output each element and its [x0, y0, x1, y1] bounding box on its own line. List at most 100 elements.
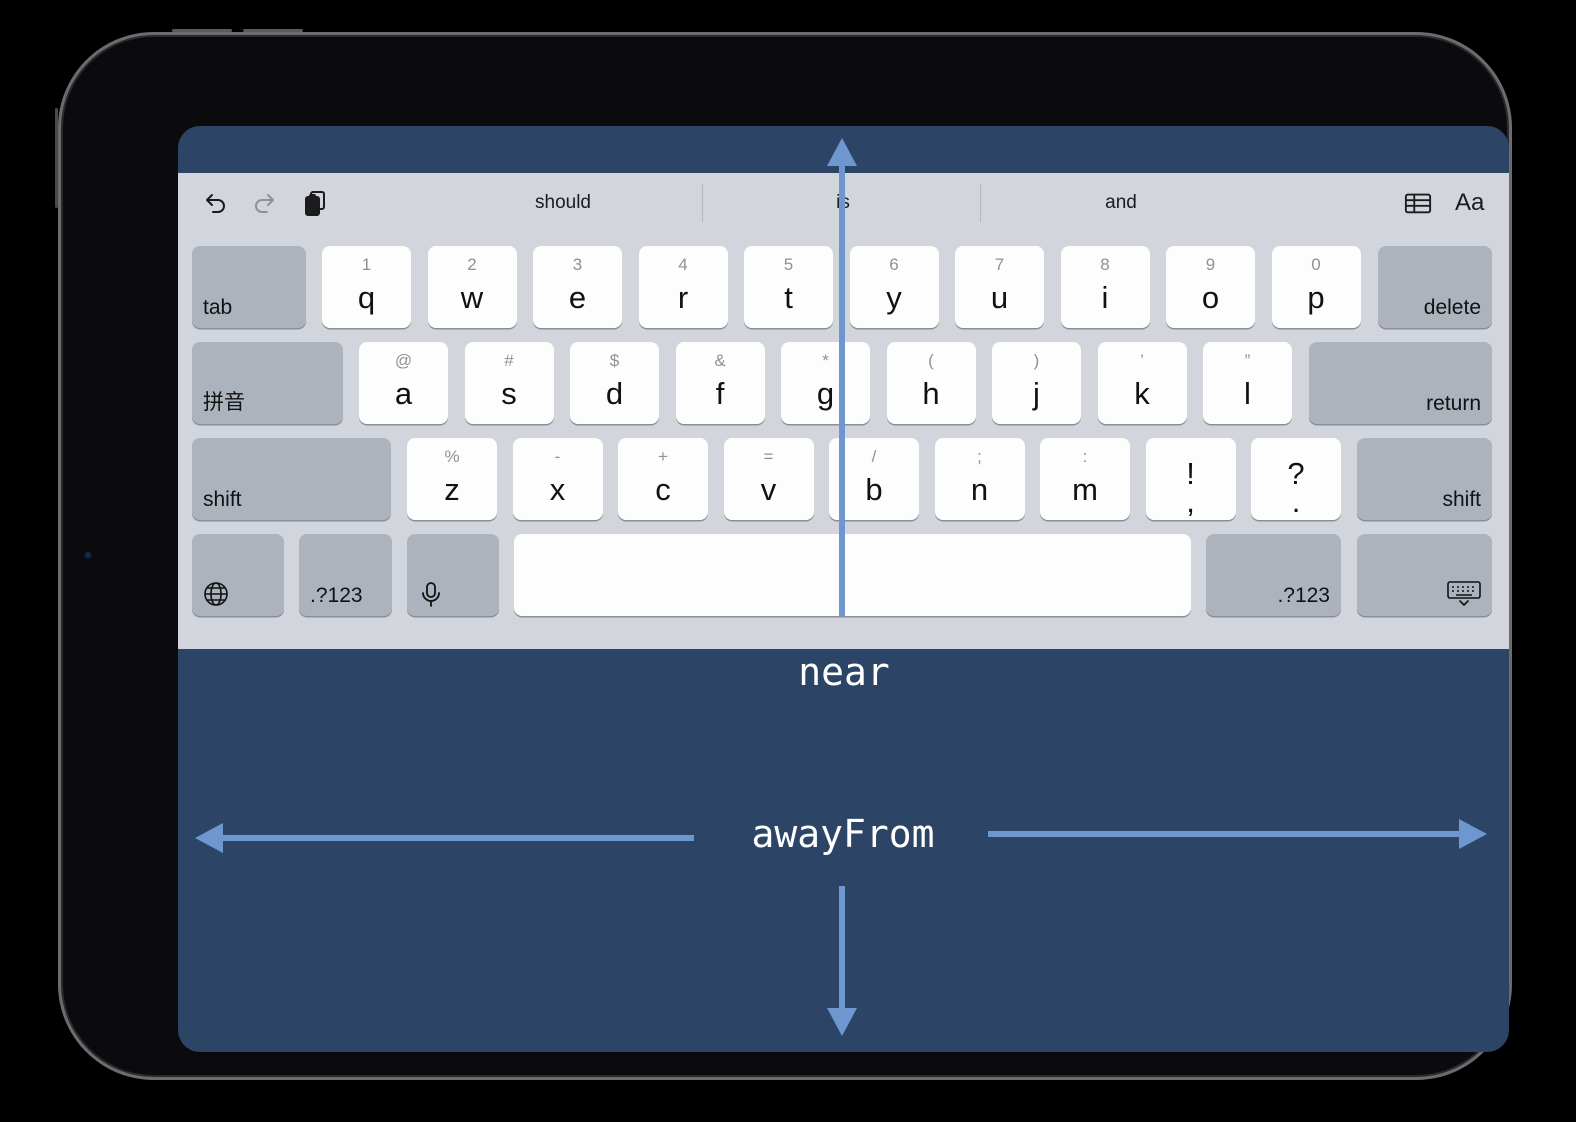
globe-key[interactable]: [192, 534, 284, 616]
dismiss-keyboard-key[interactable]: [1357, 534, 1492, 616]
key-primary-label: c: [655, 472, 671, 507]
key-primary-label: f: [715, 376, 725, 411]
key-primary-label: w: [460, 280, 484, 315]
prediction-1[interactable]: should: [535, 192, 591, 213]
dismiss-keyboard-icon: [1447, 581, 1481, 606]
numbers-left-key[interactable]: .?123: [299, 534, 392, 616]
key-primary-label: a: [394, 376, 413, 411]
key-4-row3[interactable]: / b: [829, 438, 919, 520]
key-secondary-label: 5: [783, 255, 794, 274]
near-label: near: [798, 650, 890, 694]
key-primary-label: d: [605, 376, 624, 411]
key-secondary-label: *: [822, 351, 829, 370]
key-secondary-label: 6: [889, 255, 899, 274]
paste-icon[interactable]: [302, 189, 330, 217]
prediction-divider: [702, 184, 703, 222]
left-arrow-head: [195, 823, 223, 853]
key-secondary-label: ’: [1140, 351, 1144, 370]
key-2-row3[interactable]: + c: [618, 438, 708, 520]
shift-left-key[interactable]: shift: [192, 438, 391, 520]
key-0-row2[interactable]: @ a: [359, 342, 448, 424]
key-primary-label: q: [357, 280, 376, 315]
numbers-right-key[interactable]: .?123: [1206, 534, 1341, 616]
pinyin-key-label: 拼音: [203, 391, 245, 414]
up-arrow-head: [827, 138, 857, 166]
key-secondary-label: 0: [1311, 255, 1321, 274]
pinyin-key[interactable]: 拼音: [192, 342, 343, 424]
down-arrow-head: [827, 1008, 857, 1036]
key-4-row2[interactable]: * g: [781, 342, 870, 424]
key-secondary-label: 9: [1205, 255, 1216, 274]
key-3-row3[interactable]: = v: [723, 438, 814, 520]
key-primary-label: p: [1307, 280, 1325, 315]
key-3-row2[interactable]: & f: [675, 342, 765, 424]
key-primary-label: r: [677, 280, 689, 315]
key-primary-label: e: [568, 280, 587, 315]
key-primary-label: u: [990, 280, 1009, 315]
away-from-label: awayFrom: [751, 812, 935, 856]
space-key[interactable]: [514, 534, 1191, 616]
prediction-divider: [980, 184, 981, 222]
key-secondary-label: 8: [1100, 255, 1110, 274]
key-primary-label: m: [1072, 472, 1098, 507]
key-7-row2[interactable]: ’ k: [1097, 342, 1187, 424]
key-secondary-label: $: [609, 351, 620, 370]
return-key-label: return: [1426, 392, 1481, 415]
key-secondary-label: ): [1033, 351, 1040, 370]
key-secondary-label: :: [1082, 447, 1088, 466]
tab-key-label: tab: [203, 296, 233, 319]
delete-key-label: delete: [1423, 296, 1481, 319]
volume-down-button: [243, 29, 303, 32]
dictation-key[interactable]: [407, 534, 499, 616]
key-secondary-label: -: [554, 447, 561, 466]
key-6-row3[interactable]: :m: [1040, 438, 1130, 520]
tab-key[interactable]: tab: [192, 246, 306, 328]
key-5-row3[interactable]: ; n: [934, 438, 1025, 520]
key-8-row2[interactable]: ” l: [1203, 342, 1292, 424]
key-secondary-label: ”: [1244, 351, 1251, 370]
redo-icon[interactable]: [251, 189, 279, 217]
key-primary-label: h: [922, 376, 940, 411]
numbers-left-label: .?123: [310, 584, 363, 607]
delete-key[interactable]: delete: [1378, 246, 1492, 328]
key-primary-label: v: [760, 472, 777, 507]
key-0-row3[interactable]: % z: [407, 438, 497, 520]
key-primary-label: k: [1134, 376, 1150, 411]
prediction-2[interactable]: is: [836, 192, 850, 213]
shift-right-key[interactable]: shift: [1357, 438, 1492, 520]
key-5-row2[interactable]: (h: [886, 342, 976, 424]
key-secondary-label: @: [394, 351, 413, 370]
key-8-row3[interactable]: ? .: [1251, 438, 1341, 520]
right-arrow-head: [1459, 819, 1487, 849]
key-secondary-label: 2: [467, 255, 477, 274]
format-button[interactable]: Aa: [1455, 189, 1485, 216]
shortcuts-bar: should is and Aa: [178, 173, 1509, 233]
key-1-row2[interactable]: # s: [464, 342, 554, 424]
microphone-icon: [422, 582, 440, 607]
key-6-row2[interactable]: ) j: [992, 342, 1081, 424]
return-key[interactable]: return: [1309, 342, 1492, 424]
key-primary-label: j: [1033, 376, 1040, 411]
key-primary-label: o: [1201, 280, 1220, 315]
key-7-row3[interactable]: ! ,: [1145, 438, 1236, 520]
prediction-3[interactable]: and: [1105, 192, 1137, 213]
key-primary-label: y: [886, 280, 902, 315]
table-icon[interactable]: [1404, 189, 1434, 217]
key-1-row3[interactable]: -x: [512, 438, 603, 520]
shift-right-label: shift: [1442, 488, 1481, 511]
undo-icon[interactable]: [201, 189, 229, 217]
key-secondary-label: %: [444, 447, 460, 466]
key-2-row2[interactable]: $ d: [570, 342, 659, 424]
key-primary-label: ! ,: [1186, 456, 1195, 519]
